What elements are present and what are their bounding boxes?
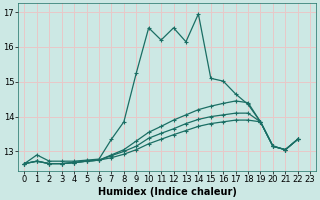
X-axis label: Humidex (Indice chaleur): Humidex (Indice chaleur) bbox=[98, 187, 237, 197]
